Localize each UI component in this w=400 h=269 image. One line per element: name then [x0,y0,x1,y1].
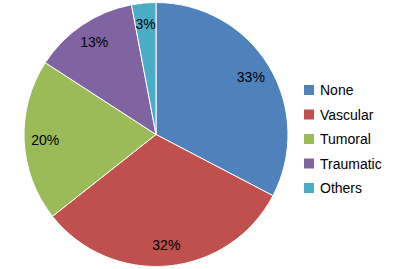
data-label: 13% [80,34,108,50]
legend: None Vascular Tumoral Traumatic Others [304,82,382,196]
data-labels: 33% 32% 20% 13% 3% [31,16,265,253]
pie-chart: 33% 32% 20% 13% 3% None Vascular Tumoral Traumat… [0,0,400,269]
data-label: 33% [237,69,265,85]
pie-slice [45,5,156,135]
legend-label: Tumoral [320,131,371,147]
legend-label: Traumatic [320,156,382,172]
data-label: 32% [152,237,180,253]
legend-swatch [304,110,314,120]
slices [24,3,288,267]
legend-label: Vascular [320,107,374,123]
pie-slice [132,3,156,135]
legend-label: Others [320,180,362,196]
legend-swatch [304,85,314,95]
legend-swatch [304,159,314,169]
legend-swatch [304,183,314,193]
legend-label: None [320,82,354,98]
data-label: 20% [31,132,59,148]
data-label: 3% [136,16,156,32]
legend-swatch [304,134,314,144]
